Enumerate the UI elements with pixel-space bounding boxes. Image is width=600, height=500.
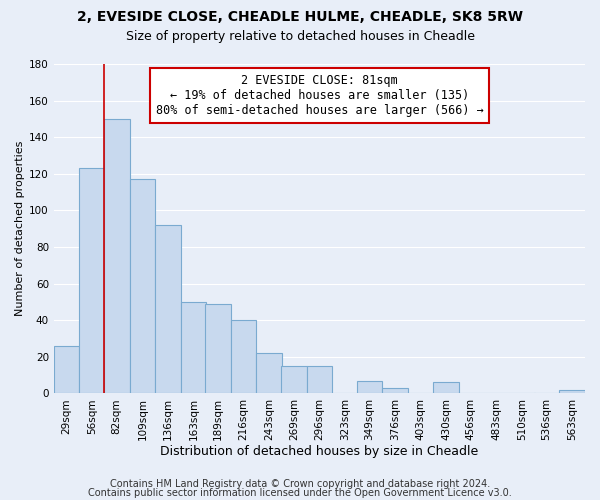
Bar xyxy=(256,353,282,394)
Bar xyxy=(130,180,155,394)
Text: Size of property relative to detached houses in Cheadle: Size of property relative to detached ho… xyxy=(125,30,475,43)
Text: Contains HM Land Registry data © Crown copyright and database right 2024.: Contains HM Land Registry data © Crown c… xyxy=(110,479,490,489)
Bar xyxy=(281,366,307,394)
Bar xyxy=(54,346,79,394)
Bar xyxy=(181,302,206,394)
Text: 2 EVESIDE CLOSE: 81sqm
← 19% of detached houses are smaller (135)
80% of semi-de: 2 EVESIDE CLOSE: 81sqm ← 19% of detached… xyxy=(155,74,483,117)
Text: Contains public sector information licensed under the Open Government Licence v3: Contains public sector information licen… xyxy=(88,488,512,498)
Bar xyxy=(104,119,130,394)
Text: 2, EVESIDE CLOSE, CHEADLE HULME, CHEADLE, SK8 5RW: 2, EVESIDE CLOSE, CHEADLE HULME, CHEADLE… xyxy=(77,10,523,24)
Bar xyxy=(205,304,231,394)
Bar xyxy=(559,390,585,394)
X-axis label: Distribution of detached houses by size in Cheadle: Distribution of detached houses by size … xyxy=(160,444,479,458)
Bar xyxy=(382,388,408,394)
Bar xyxy=(155,225,181,394)
Bar xyxy=(231,320,256,394)
Bar xyxy=(433,382,459,394)
Bar xyxy=(307,366,332,394)
Bar xyxy=(357,380,382,394)
Bar xyxy=(79,168,105,394)
Y-axis label: Number of detached properties: Number of detached properties xyxy=(15,141,25,316)
